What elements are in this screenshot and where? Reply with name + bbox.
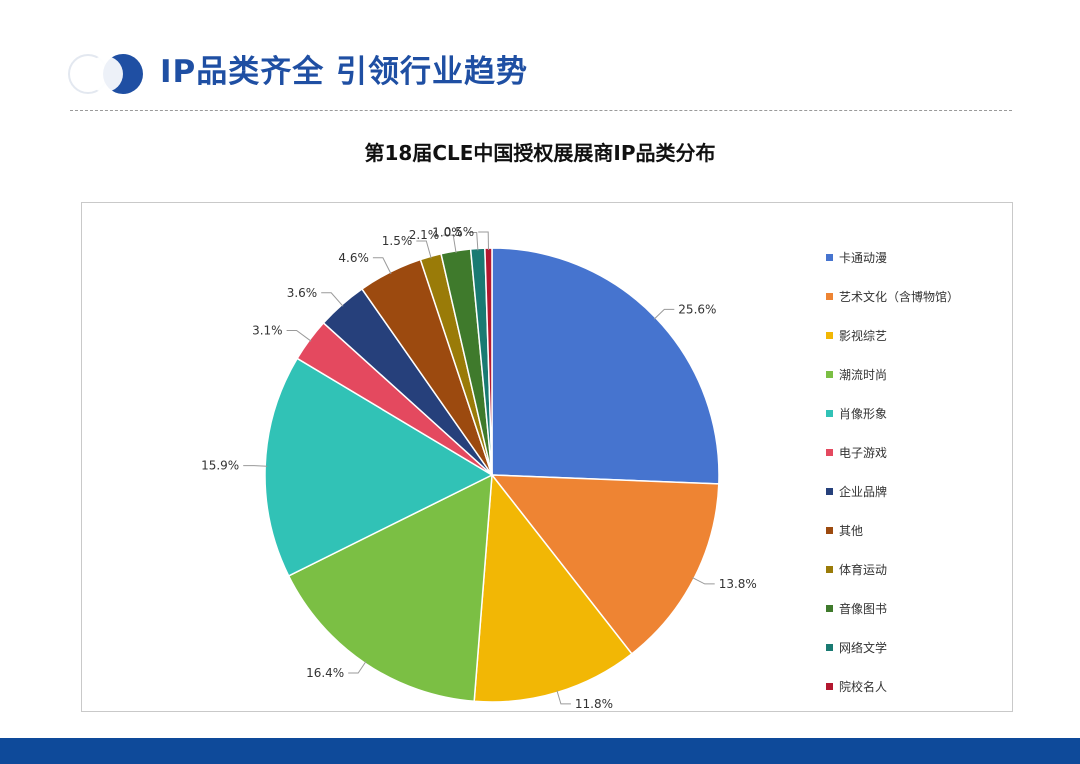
legend-item-2: 影视综艺 [826, 316, 1006, 355]
legend-label-9: 音像图书 [839, 602, 888, 616]
legend-swatch-10 [826, 644, 833, 651]
legend-item-10: 网络文学 [826, 628, 1006, 667]
data-label-9: 2.1% [409, 228, 440, 242]
legend-swatch-1 [826, 293, 833, 300]
title-divider [70, 110, 1012, 111]
legend-item-8: 体育运动 [826, 550, 1006, 589]
leader-line-9 [443, 234, 457, 253]
legend-swatch-3 [826, 371, 833, 378]
legend-label-4: 肖像形象 [839, 407, 888, 421]
legend-swatch-8 [826, 566, 833, 573]
legend-label-7: 其他 [839, 524, 864, 538]
legend-item-3: 潮流时尚 [826, 355, 1006, 394]
data-label-6: 3.6% [287, 286, 318, 300]
data-label-10: 1.0% [432, 226, 463, 240]
legend-label-0: 卡通动漫 [839, 251, 888, 265]
data-label-0: 25.6% [678, 302, 716, 316]
legend-swatch-7 [826, 527, 833, 534]
data-label-5: 3.1% [252, 324, 283, 338]
footer-bar [0, 738, 1080, 764]
pie-slice-0 [491, 247, 720, 485]
leader-line-11 [478, 231, 489, 251]
data-label-3: 16.4% [306, 666, 344, 680]
legend-label-8: 体育运动 [839, 563, 888, 577]
data-label-4: 15.9% [201, 459, 239, 473]
chart-legend: 卡通动漫艺术文化（含博物馆） 影视综艺潮流时尚肖像形象电子游戏企业品牌其他体育运动… [826, 238, 1006, 706]
legend-label-11: 院校名人 [839, 680, 888, 694]
legend-swatch-11 [826, 683, 833, 690]
brand-logo-icon [68, 54, 143, 94]
leader-line-7 [372, 257, 392, 275]
data-label-8: 1.5% [382, 234, 413, 248]
legend-item-5: 电子游戏 [826, 433, 1006, 472]
legend-label-1: 艺术文化（含博物馆） [839, 290, 960, 304]
legend-label-6: 企业品牌 [839, 485, 888, 499]
legend-item-0: 卡通动漫 [826, 238, 1006, 277]
leader-line-6 [321, 292, 344, 307]
data-label-11: 0.5% [444, 225, 475, 239]
legend-swatch-6 [826, 488, 833, 495]
legend-item-7: 其他 [826, 511, 1006, 550]
legend-swatch-9 [826, 605, 833, 612]
page-title: IP品类齐全 引领行业趋势 [160, 54, 529, 90]
leader-line-1 [692, 577, 715, 585]
legend-swatch-4 [826, 410, 833, 417]
legend-label-3: 潮流时尚 [839, 368, 888, 382]
legend-swatch-0 [826, 254, 833, 261]
legend-item-6: 企业品牌 [826, 472, 1006, 511]
legend-item-1: 艺术文化（含博物馆） [826, 277, 1006, 316]
legend-label-2: 影视综艺 [839, 329, 888, 343]
data-label-2: 11.8% [575, 697, 613, 711]
data-label-1: 13.8% [719, 577, 757, 591]
data-label-7: 4.6% [338, 251, 369, 265]
leader-line-4 [243, 465, 268, 467]
legend-swatch-5 [826, 449, 833, 456]
legend-label-5: 电子游戏 [839, 446, 888, 460]
leader-line-2 [556, 690, 571, 705]
legend-item-9: 音像图书 [826, 589, 1006, 628]
leader-line-8 [416, 240, 432, 259]
legend-swatch-2 [826, 332, 833, 339]
leader-line-3 [348, 661, 367, 674]
legend-label-10: 网络文学 [839, 641, 888, 655]
leader-line-0 [653, 308, 675, 320]
leader-line-10 [466, 232, 479, 251]
chart-title: 第18届CLE中国授权展展商IP品类分布 [364, 141, 716, 165]
leader-line-5 [286, 330, 312, 342]
legend-item-4: 肖像形象 [826, 394, 1006, 433]
legend-item-11: 院校名人 [826, 667, 1006, 706]
